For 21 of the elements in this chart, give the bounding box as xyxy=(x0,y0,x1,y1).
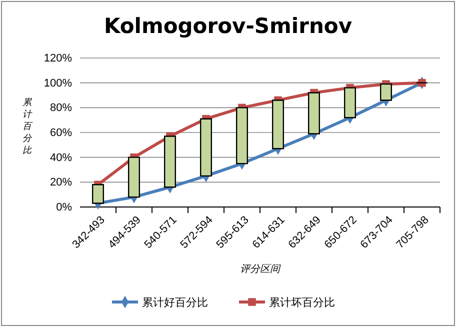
bar xyxy=(236,107,248,164)
y-tick-label: 100% xyxy=(44,77,72,90)
bar xyxy=(128,156,140,198)
bar xyxy=(200,118,212,177)
y-tick-label: 80% xyxy=(50,102,72,114)
bar xyxy=(308,92,320,134)
y-axis-title: 累计百分比 xyxy=(22,97,34,156)
y-tick-label: 0% xyxy=(56,202,72,214)
y-tick-label: 20% xyxy=(50,176,72,189)
bar xyxy=(344,87,356,118)
legend-label: 累计坏百分比 xyxy=(269,296,335,309)
y-tick-label: 120% xyxy=(44,52,72,65)
legend-label: 累计好百分比 xyxy=(142,296,208,309)
bar xyxy=(92,184,104,204)
chart-title: Kolmogorov-Smirnov xyxy=(104,14,352,38)
bar xyxy=(164,136,176,188)
bar xyxy=(272,100,284,150)
y-tick-label: 40% xyxy=(50,152,72,164)
bar xyxy=(380,83,392,101)
y-tick-label: 60% xyxy=(50,127,72,140)
x-axis-title: 评分区间 xyxy=(240,263,281,275)
